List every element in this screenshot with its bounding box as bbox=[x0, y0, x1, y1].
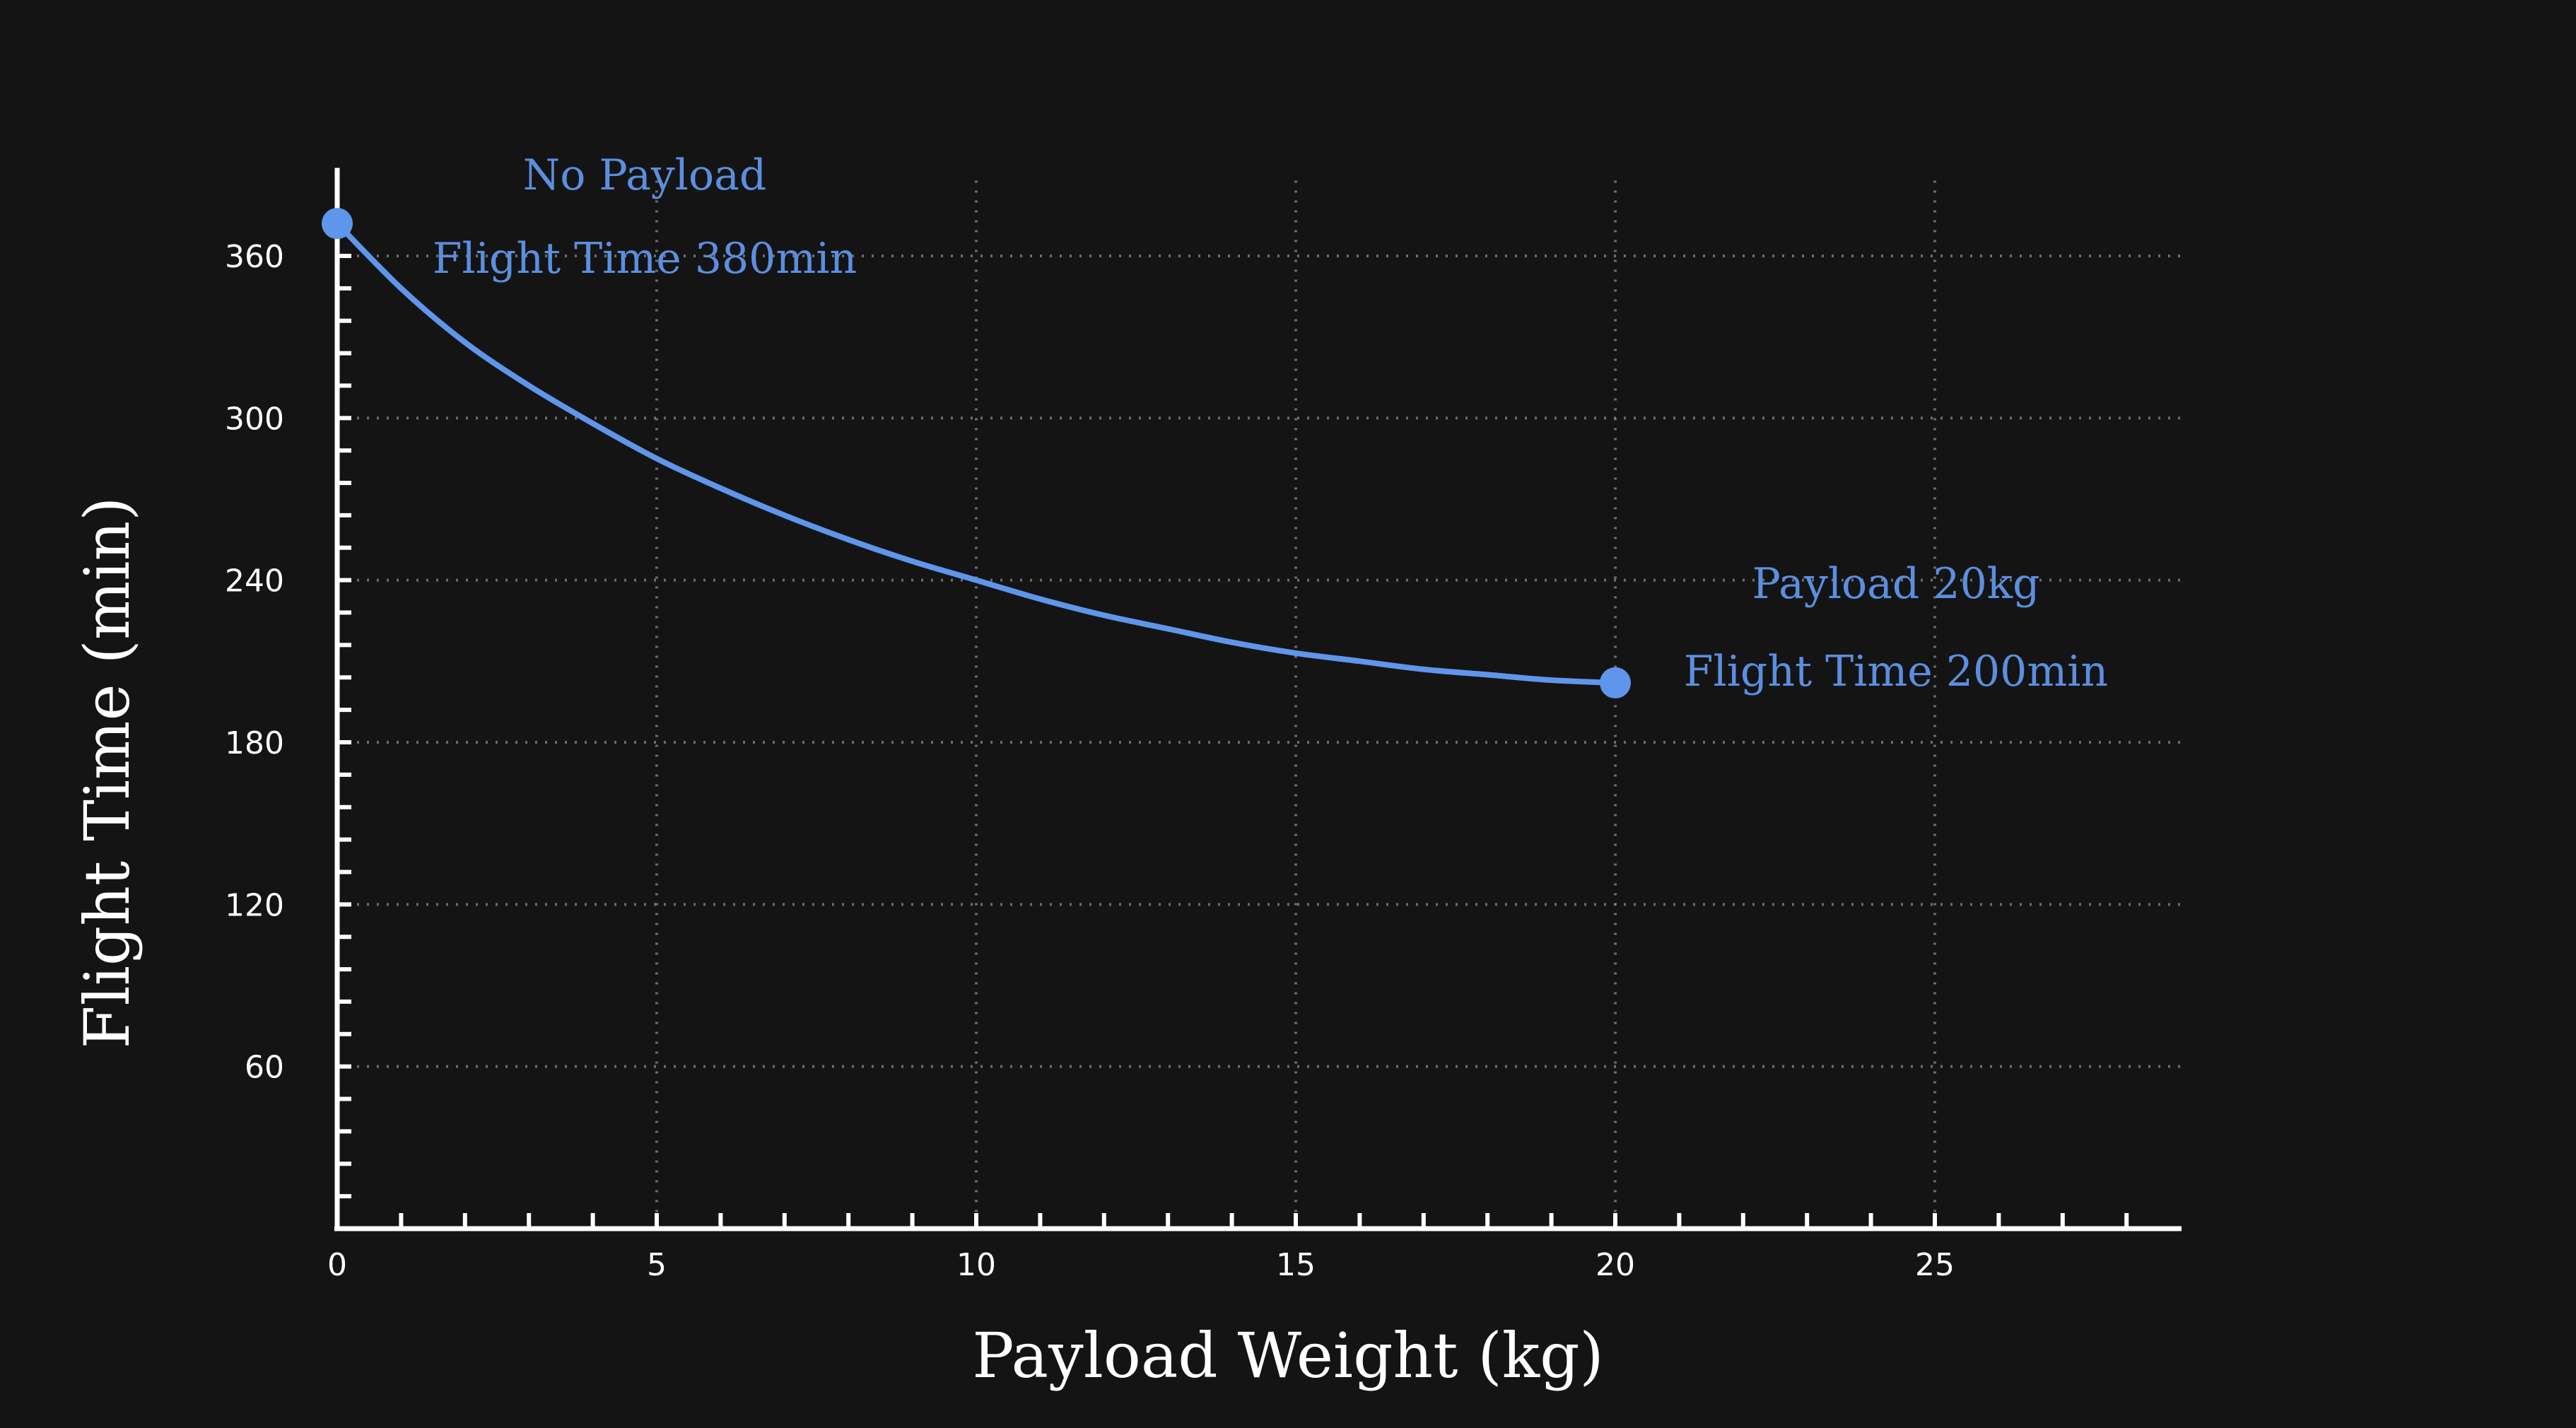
y-tick-label-300: 300 bbox=[225, 401, 284, 437]
x-tick-label-5: 5 bbox=[647, 1247, 667, 1283]
x-axis-title: Payload Weight (kg) bbox=[972, 1319, 1604, 1392]
y-tick-label-240: 240 bbox=[225, 563, 284, 599]
y-axis-title: Flight Time (min) bbox=[71, 497, 144, 1049]
annotations-layer: No Payload Flight Time 380min Payload 20… bbox=[433, 151, 2108, 696]
annotation-no-payload-line-1: No Payload bbox=[523, 151, 767, 200]
annotation-payload-20kg-line-2: Flight Time 200min bbox=[1684, 647, 2108, 696]
y-tick-label-60: 60 bbox=[245, 1050, 284, 1086]
tick-marks bbox=[337, 221, 2129, 1229]
tick-labels: 0 5 10 15 20 25 60 120 180 240 300 360 bbox=[225, 239, 1955, 1283]
annotation-no-payload-line-2: Flight Time 380min bbox=[433, 234, 857, 283]
y-tick-label-180: 180 bbox=[225, 725, 284, 761]
x-tick-label-25: 25 bbox=[1915, 1247, 1955, 1283]
x-tick-label-10: 10 bbox=[956, 1247, 996, 1283]
data-point-marker-0 bbox=[322, 208, 353, 240]
grid-lines bbox=[337, 180, 2182, 1229]
x-tick-label-20: 20 bbox=[1596, 1247, 1635, 1283]
markers-layer bbox=[322, 208, 1631, 698]
axes bbox=[334, 168, 2182, 1231]
data-point-marker-1 bbox=[1600, 667, 1631, 698]
series-layer bbox=[334, 221, 1618, 686]
x-tick-label-0: 0 bbox=[327, 1247, 347, 1283]
x-tick-label-15: 15 bbox=[1276, 1247, 1316, 1283]
annotation-payload-20kg-line-1: Payload 20kg bbox=[1752, 559, 2039, 609]
series-line-0 bbox=[334, 221, 1618, 686]
y-tick-label-120: 120 bbox=[225, 887, 284, 923]
y-tick-label-360: 360 bbox=[225, 239, 284, 275]
